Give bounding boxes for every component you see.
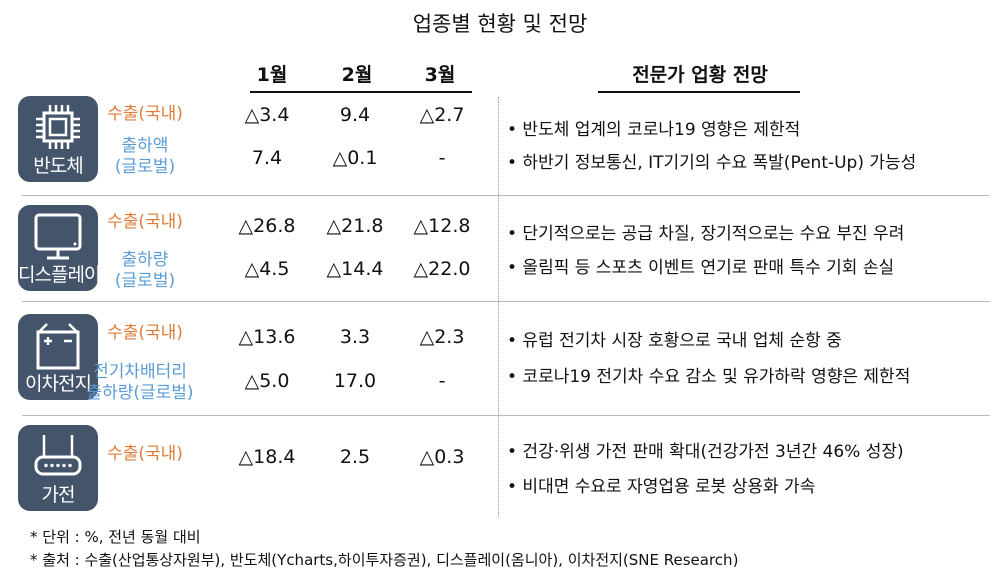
header-month-3: 3월 <box>424 64 456 86</box>
header-underline <box>250 91 472 93</box>
row-label-global: 출하량 (글로벌) <box>114 250 176 291</box>
row-label-export: 수출(국내) <box>107 444 183 464</box>
row-label-global: 출하액 (글로벌) <box>114 136 176 177</box>
header-underline <box>598 91 800 93</box>
cell: 7.4 <box>251 147 283 169</box>
cell: △4.5 <box>244 258 290 280</box>
header-month-1: 1월 <box>256 64 288 86</box>
row-label-export: 수출(국내) <box>107 104 183 124</box>
section-name: 디스플레이 <box>18 264 101 286</box>
cell: △0.3 <box>419 446 465 468</box>
battery-section-icon: 이차전지 <box>18 314 98 400</box>
section-name: 이차전지 <box>25 373 92 395</box>
semiconductor-section-icon: 반도체 <box>18 96 98 182</box>
outlook-item: • 코로나19 전기차 수요 감소 및 유가하락 영향은 제한적 <box>507 367 911 387</box>
row-divider <box>22 301 990 302</box>
cell: △13.6 <box>238 326 296 348</box>
cell: △21.8 <box>326 215 384 237</box>
appliance-section-icon: 가전 <box>18 425 98 511</box>
outlook-item: • 올림픽 등 스포츠 이벤트 연기로 판매 특수 기회 손실 <box>507 258 895 278</box>
outlook-item: • 비대면 수요로 자영업용 로봇 상용화 가속 <box>507 477 816 497</box>
section-name: 반도체 <box>33 155 83 177</box>
cell: 2.5 <box>339 446 371 468</box>
row-divider <box>22 195 990 196</box>
cell: △2.7 <box>419 104 465 126</box>
page-title: 업종별 현황 및 전망 <box>412 12 588 36</box>
row-divider <box>22 415 990 416</box>
unit-note: * 단위 : %, 전년 동월 대비 <box>30 528 201 546</box>
cell: △22.0 <box>413 258 471 280</box>
header-month-2: 2월 <box>341 64 373 86</box>
cell: △14.4 <box>326 258 384 280</box>
outlook-item: • 반도체 업계의 코로나19 영향은 제한적 <box>507 120 801 140</box>
cell: △0.1 <box>332 147 378 169</box>
cell: 17.0 <box>333 370 377 392</box>
column-divider <box>498 97 499 517</box>
outlook-item: • 하반기 정보통신, IT기기의 수요 폭발(Pent-Up) 가능성 <box>507 153 917 173</box>
cell: 9.4 <box>339 104 371 126</box>
row-label-global: 전기차배터리 출하량(글로벌) <box>86 362 194 403</box>
cell: △12.8 <box>413 215 471 237</box>
cell: △18.4 <box>238 446 296 468</box>
cell: △5.0 <box>244 370 290 392</box>
row-label-export: 수출(국내) <box>107 323 183 343</box>
cell: - <box>438 370 446 392</box>
cell: △3.4 <box>244 104 290 126</box>
display-section-icon: 디스플레이 <box>18 205 101 291</box>
monitor-icon <box>34 213 82 260</box>
header-outlook: 전문가 업황 전망 <box>632 64 768 86</box>
outlook-item: • 유럽 전기차 시장 호황으로 국내 업체 순항 중 <box>507 331 842 351</box>
cell: △2.3 <box>419 326 465 348</box>
cell: △26.8 <box>238 215 296 237</box>
outlook-item: • 단기적으로는 공급 차질, 장기적으로는 수요 부진 우려 <box>507 224 905 244</box>
row-label-export: 수출(국내) <box>107 212 183 232</box>
outlook-item: • 건강·위생 가전 판매 확대(건강가전 3년간 46% 성장) <box>507 442 904 462</box>
router-icon <box>34 435 82 476</box>
cell: - <box>438 147 446 169</box>
cell: 3.3 <box>339 326 371 348</box>
source-note: * 출처 : 수출(산업통상자원부), 반도체(Ycharts,하이투자증권),… <box>30 551 739 569</box>
chip-icon <box>36 105 80 149</box>
section-name: 가전 <box>41 484 76 506</box>
battery-icon <box>36 323 80 370</box>
